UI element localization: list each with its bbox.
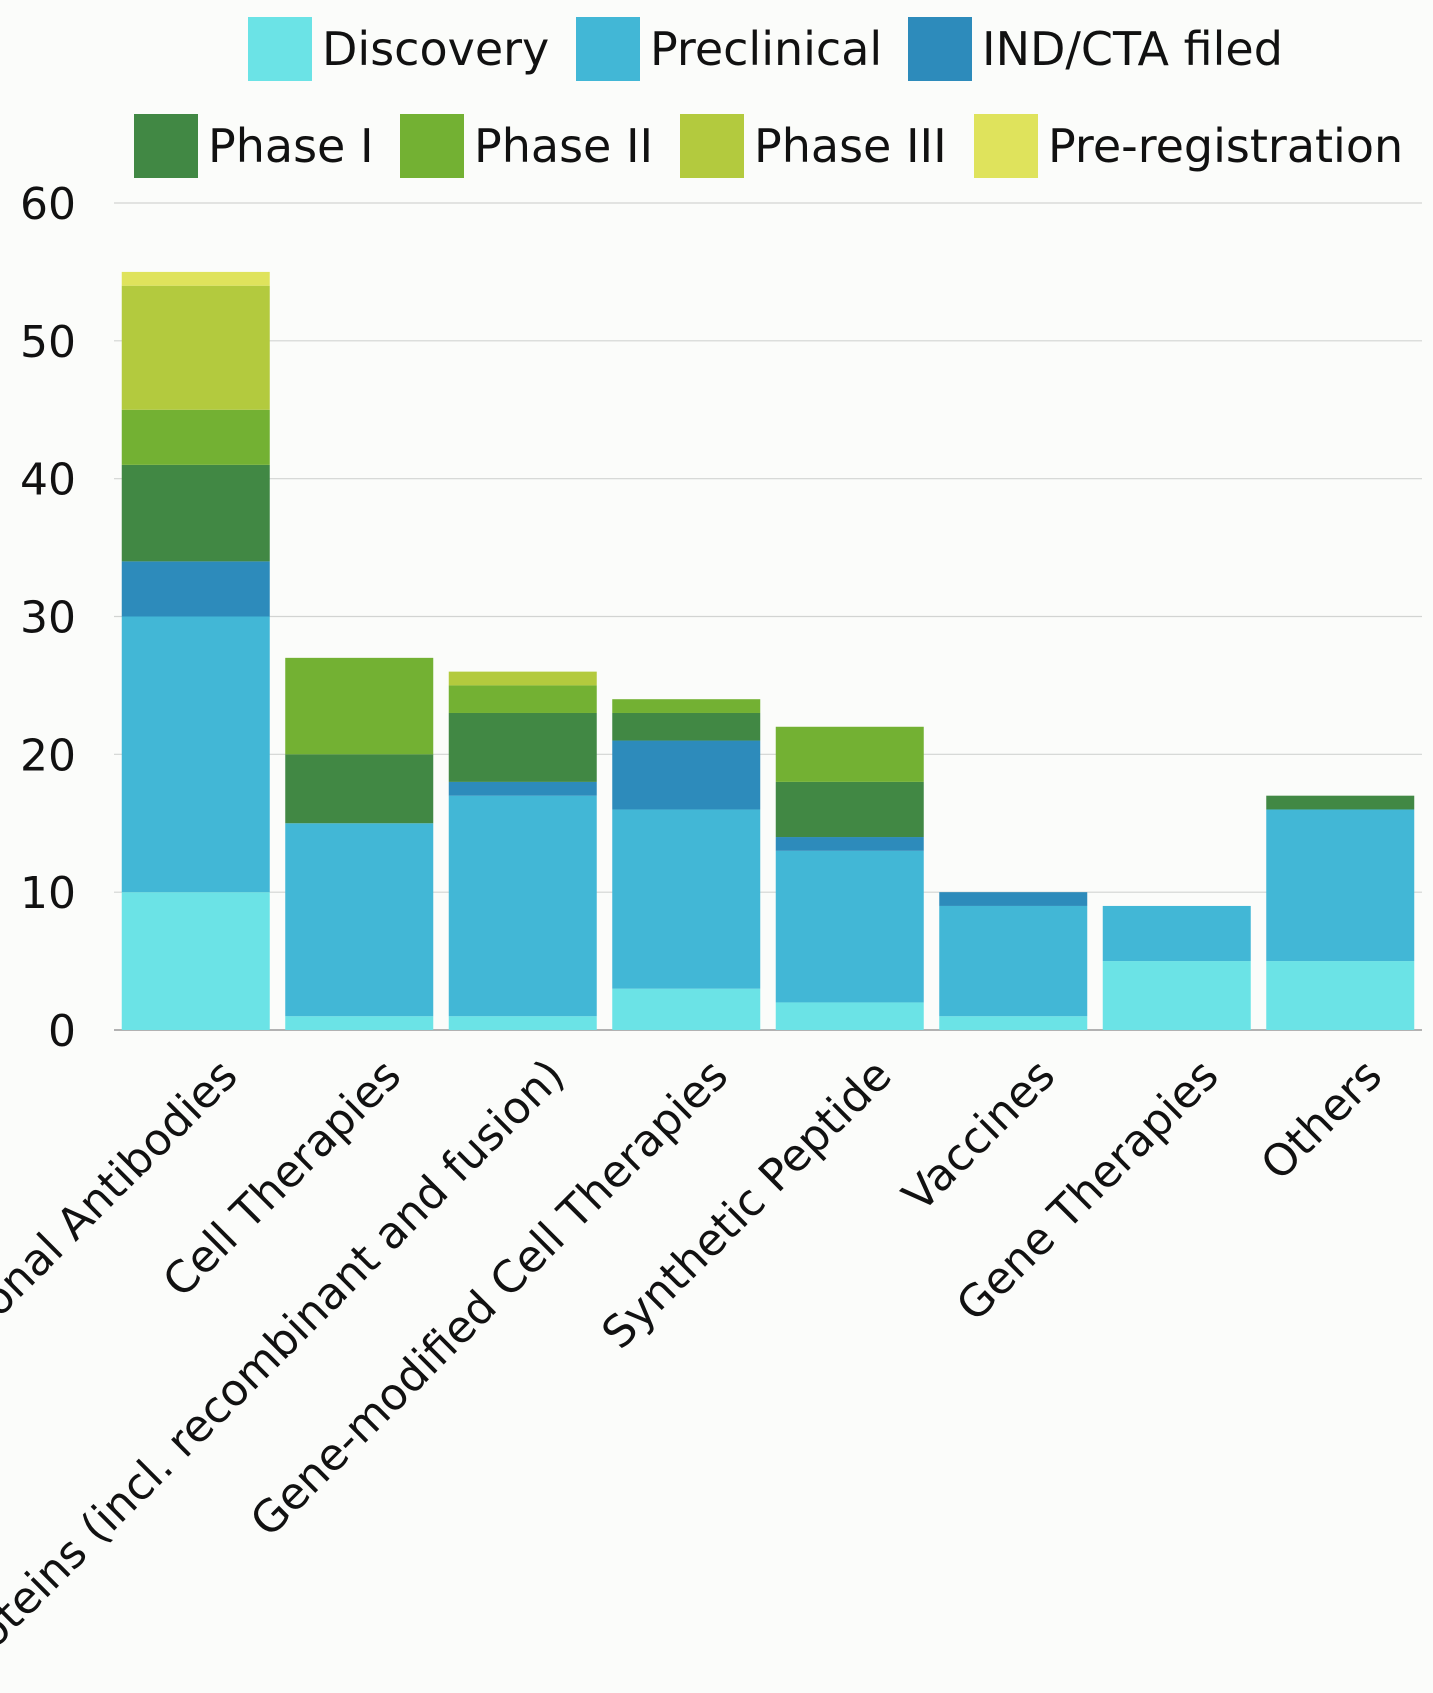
y-tick-label: 0 xyxy=(48,1006,76,1057)
legend-label: IND/CTA filed xyxy=(982,22,1283,76)
bar-segment-discovery xyxy=(1102,961,1251,1030)
bar-segment-preclinical xyxy=(612,809,761,989)
legend-item: Phase II xyxy=(400,114,653,178)
bar-segment-phase-i xyxy=(1266,795,1415,810)
bar-segment-ind-cta-filed xyxy=(775,837,924,851)
legend-item: Discovery xyxy=(248,17,549,81)
bar-stack xyxy=(1266,795,1415,1030)
bar-segment-preclinical xyxy=(448,795,597,1017)
legend-swatch xyxy=(134,114,198,178)
bar-segment-preclinical xyxy=(939,905,1088,1017)
legend-label: Preclinical xyxy=(650,22,882,76)
legend-label: Pre-registration xyxy=(1048,119,1403,173)
bar-stack xyxy=(448,671,597,1030)
bar-segment-discovery xyxy=(1266,961,1415,1030)
bar-segment-phase-ii xyxy=(121,409,270,465)
bar-segment-ind-cta-filed xyxy=(612,740,761,810)
bar-segment-preclinical xyxy=(1266,809,1415,962)
bar-segment-preclinical xyxy=(285,823,434,1017)
legend-item: Pre-registration xyxy=(974,114,1403,178)
bar-segment-phase-iii xyxy=(448,671,597,686)
bar-segment-discovery xyxy=(121,892,270,1030)
legend-label: Phase II xyxy=(474,119,653,173)
legend-swatch xyxy=(248,17,312,81)
bar-segment-phase-iii xyxy=(121,285,270,410)
y-tick-label: 20 xyxy=(20,730,76,781)
bars xyxy=(121,271,1415,1030)
y-tick-label: 10 xyxy=(20,868,76,919)
bar-segment-preclinical xyxy=(1102,905,1251,962)
bar-segment-phase-i xyxy=(612,712,761,741)
legend-swatch xyxy=(908,17,972,81)
y-tick-label: 30 xyxy=(20,593,76,644)
legend-swatch xyxy=(400,114,464,178)
bar-stack xyxy=(285,657,434,1030)
legend-item: IND/CTA filed xyxy=(908,17,1283,81)
bar-segment-preclinical xyxy=(121,616,270,893)
bar-stack xyxy=(775,726,924,1030)
bar-segment-pre-registration xyxy=(121,271,270,286)
bar-stack xyxy=(939,892,1088,1030)
bar-segment-phase-ii xyxy=(448,685,597,713)
bar-segment-phase-i xyxy=(121,464,270,562)
legend-label: Phase I xyxy=(208,119,374,173)
legend-item: Phase III xyxy=(680,114,947,178)
bar-segment-ind-cta-filed xyxy=(448,781,597,796)
bar-segment-phase-i xyxy=(775,781,924,838)
y-tick-label: 60 xyxy=(20,179,76,230)
bar-segment-phase-ii xyxy=(775,726,924,782)
bar-stack xyxy=(1102,905,1251,1030)
y-tick-label: 40 xyxy=(20,455,76,506)
bar-segment-phase-i xyxy=(285,754,434,824)
legend-swatch xyxy=(974,114,1038,178)
x-category-label: Vaccines xyxy=(893,1050,1065,1222)
bar-segment-discovery xyxy=(448,1016,597,1030)
bar-segment-discovery xyxy=(285,1016,434,1030)
bar-segment-discovery xyxy=(939,1016,1088,1030)
x-category-label: Others xyxy=(1251,1050,1392,1191)
y-axis: 0 10 20 30 40 50 60 xyxy=(20,179,76,1057)
bar-stack xyxy=(121,271,270,1030)
legend-swatch xyxy=(680,114,744,178)
bar-segment-discovery xyxy=(612,988,761,1030)
legend-swatch xyxy=(576,17,640,81)
bar-segment-discovery xyxy=(775,1002,924,1030)
legend-item: Preclinical xyxy=(576,17,882,81)
bar-segment-ind-cta-filed xyxy=(121,561,270,617)
bar-segment-phase-ii xyxy=(612,699,761,713)
legend: Discovery Preclinical IND/CTA filed Phase I… xyxy=(134,17,1403,178)
bar-segment-ind-cta-filed xyxy=(939,892,1088,906)
y-tick-label: 50 xyxy=(20,317,76,368)
legend-label: Phase III xyxy=(754,119,947,173)
bar-stack xyxy=(612,699,761,1030)
bar-segment-phase-ii xyxy=(285,657,434,755)
x-category-label: Synthetic Peptide xyxy=(592,1050,901,1359)
bar-segment-phase-i xyxy=(448,712,597,782)
legend-item: Phase I xyxy=(134,114,374,178)
legend-label: Discovery xyxy=(322,22,549,76)
bar-segment-preclinical xyxy=(775,850,924,1003)
